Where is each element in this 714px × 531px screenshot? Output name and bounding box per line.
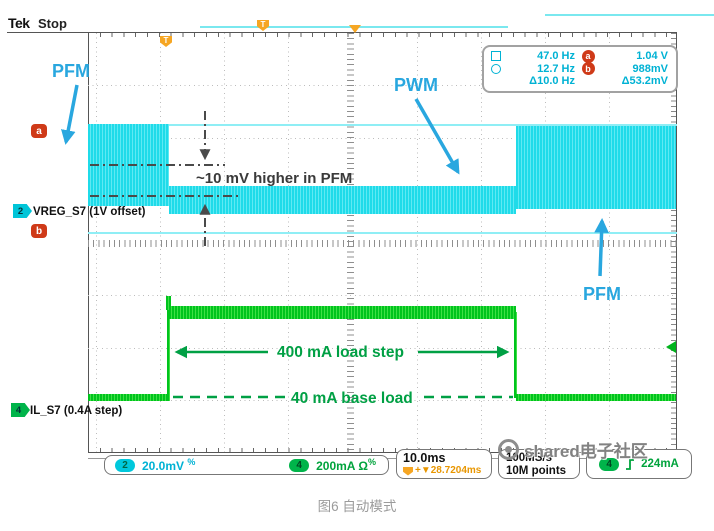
trigger-flag-icon[interactable]: T	[160, 36, 172, 47]
preview-line-right	[545, 14, 714, 16]
gridline	[88, 138, 677, 139]
ch2-waveform-pfm-left	[88, 124, 169, 206]
ch4-waveform-low-left	[88, 394, 168, 401]
load-step-annotation: 400 mA load step	[277, 344, 404, 361]
cursor-a-line[interactable]	[88, 124, 677, 126]
rising-edge-icon	[626, 459, 635, 470]
delta-note-annotation: ~10 mV higher in PFM	[196, 170, 353, 187]
ch2-waveform-pwm	[169, 186, 516, 214]
pfm-right-arrow	[594, 218, 609, 277]
sample-rate: 100MS/s	[506, 452, 553, 464]
ch4-position-marker[interactable]: 4	[11, 403, 30, 417]
cursor-b-frequency: 12.7 Hz	[537, 62, 575, 75]
square-outline-icon	[491, 51, 511, 62]
delta-frequency: Δ10.0 Hz	[529, 75, 575, 88]
trigger-delay-flag-icon	[403, 466, 413, 476]
ch4-waveform-low-right	[516, 394, 676, 401]
gridline	[88, 400, 677, 401]
measurement-row: 12.7 Hz b 988mV	[491, 62, 671, 76]
trigger-delay: +▼28.7204ms	[415, 465, 482, 476]
figure-caption: 图6 自动模式	[317, 499, 397, 514]
graticule-bottom-ticks	[88, 448, 677, 452]
ch4-bw-indicator: %	[367, 457, 376, 467]
pwm-arrow	[414, 98, 460, 175]
center-crosshair-horizontal	[88, 240, 677, 247]
cursor-a-badge[interactable]: a	[31, 124, 47, 138]
ch4-waveform-overshoot	[166, 296, 171, 310]
delta-voltage: Δ53.2mV	[621, 75, 668, 88]
measurement-row: 47.0 Hz a 1.04 V	[491, 49, 671, 63]
watermark-text: shared电子社区	[524, 442, 648, 461]
pfm-annotation-left: PFM	[52, 61, 90, 81]
watermark: shared电子社区	[498, 437, 648, 462]
expansion-point-icon[interactable]	[349, 25, 361, 33]
tek-logo: Tek	[8, 15, 30, 31]
watermark-logo-icon	[498, 439, 519, 460]
ch4-badge[interactable]: 4	[289, 458, 310, 472]
ch2-bw-indicator: %	[187, 457, 196, 467]
graticule-top-border	[7, 32, 677, 33]
pfm-left-arrow	[61, 84, 79, 145]
gridline	[88, 85, 677, 86]
cursor-b-badge-small: b	[581, 62, 595, 76]
acquisition-status: Stop	[38, 16, 67, 31]
gridline	[88, 295, 677, 296]
circle-outline-icon	[491, 63, 511, 74]
horizontal-readout-box[interactable]: 10.0ms +▼28.7204ms	[396, 449, 492, 479]
ch2-position-marker[interactable]: 2	[13, 204, 32, 218]
timebase: 10.0ms	[403, 451, 446, 465]
measurement-row: Δ10.0 Hz Δ53.2mV	[491, 75, 671, 88]
pfm-annotation-right: PFM	[583, 284, 621, 304]
trigger-source-badge: 4	[599, 457, 620, 471]
trigger-level: 224mA	[641, 458, 679, 470]
ch4-trigger-level-arrow-icon[interactable]	[666, 341, 676, 353]
gridline	[88, 348, 677, 349]
ch2-badge[interactable]: 2	[115, 458, 135, 472]
trigger-position-flag-icon[interactable]: T	[257, 20, 269, 31]
ch4-waveform-rising-edge	[167, 306, 170, 401]
trigger-readout-box[interactable]: 4 224mA	[586, 449, 692, 479]
graticule-bottom-border	[88, 452, 677, 453]
cursor-a-frequency: 47.0 Hz	[537, 50, 575, 63]
cursor-b-voltage: 988mV	[632, 62, 668, 75]
ch2-scale: 20.0mV %	[142, 457, 196, 473]
pwm-annotation: PWM	[394, 75, 438, 95]
cursor-a-voltage: 1.04 V	[636, 50, 668, 63]
ch2-label: VREG_S7 (1V offset)	[33, 206, 146, 218]
base-load-annotation: 40 mA base load	[291, 390, 413, 407]
ch4-waveform-falling-edge	[514, 312, 517, 398]
channel-readout-box[interactable]: 2 20.0mV % 4 200mA Ω%	[104, 455, 389, 475]
ch4-scale: 200mA Ω%	[316, 457, 376, 473]
cursor-b-line[interactable]	[88, 232, 677, 234]
record-length: 10M points	[506, 465, 567, 477]
cursor-measurement-box: 47.0 Hz a 1.04 V 12.7 Hz b 988mV Δ10.0 H…	[482, 45, 678, 93]
ch2-waveform-pfm-right	[516, 126, 676, 209]
cursor-a-badge-small: a	[581, 49, 595, 63]
ch4-label: IL_S7 (0.4A step)	[30, 405, 123, 417]
cursor-b-badge[interactable]: b	[31, 224, 47, 238]
graticule-top-ticks	[88, 33, 677, 37]
ch4-waveform-high	[169, 306, 516, 319]
